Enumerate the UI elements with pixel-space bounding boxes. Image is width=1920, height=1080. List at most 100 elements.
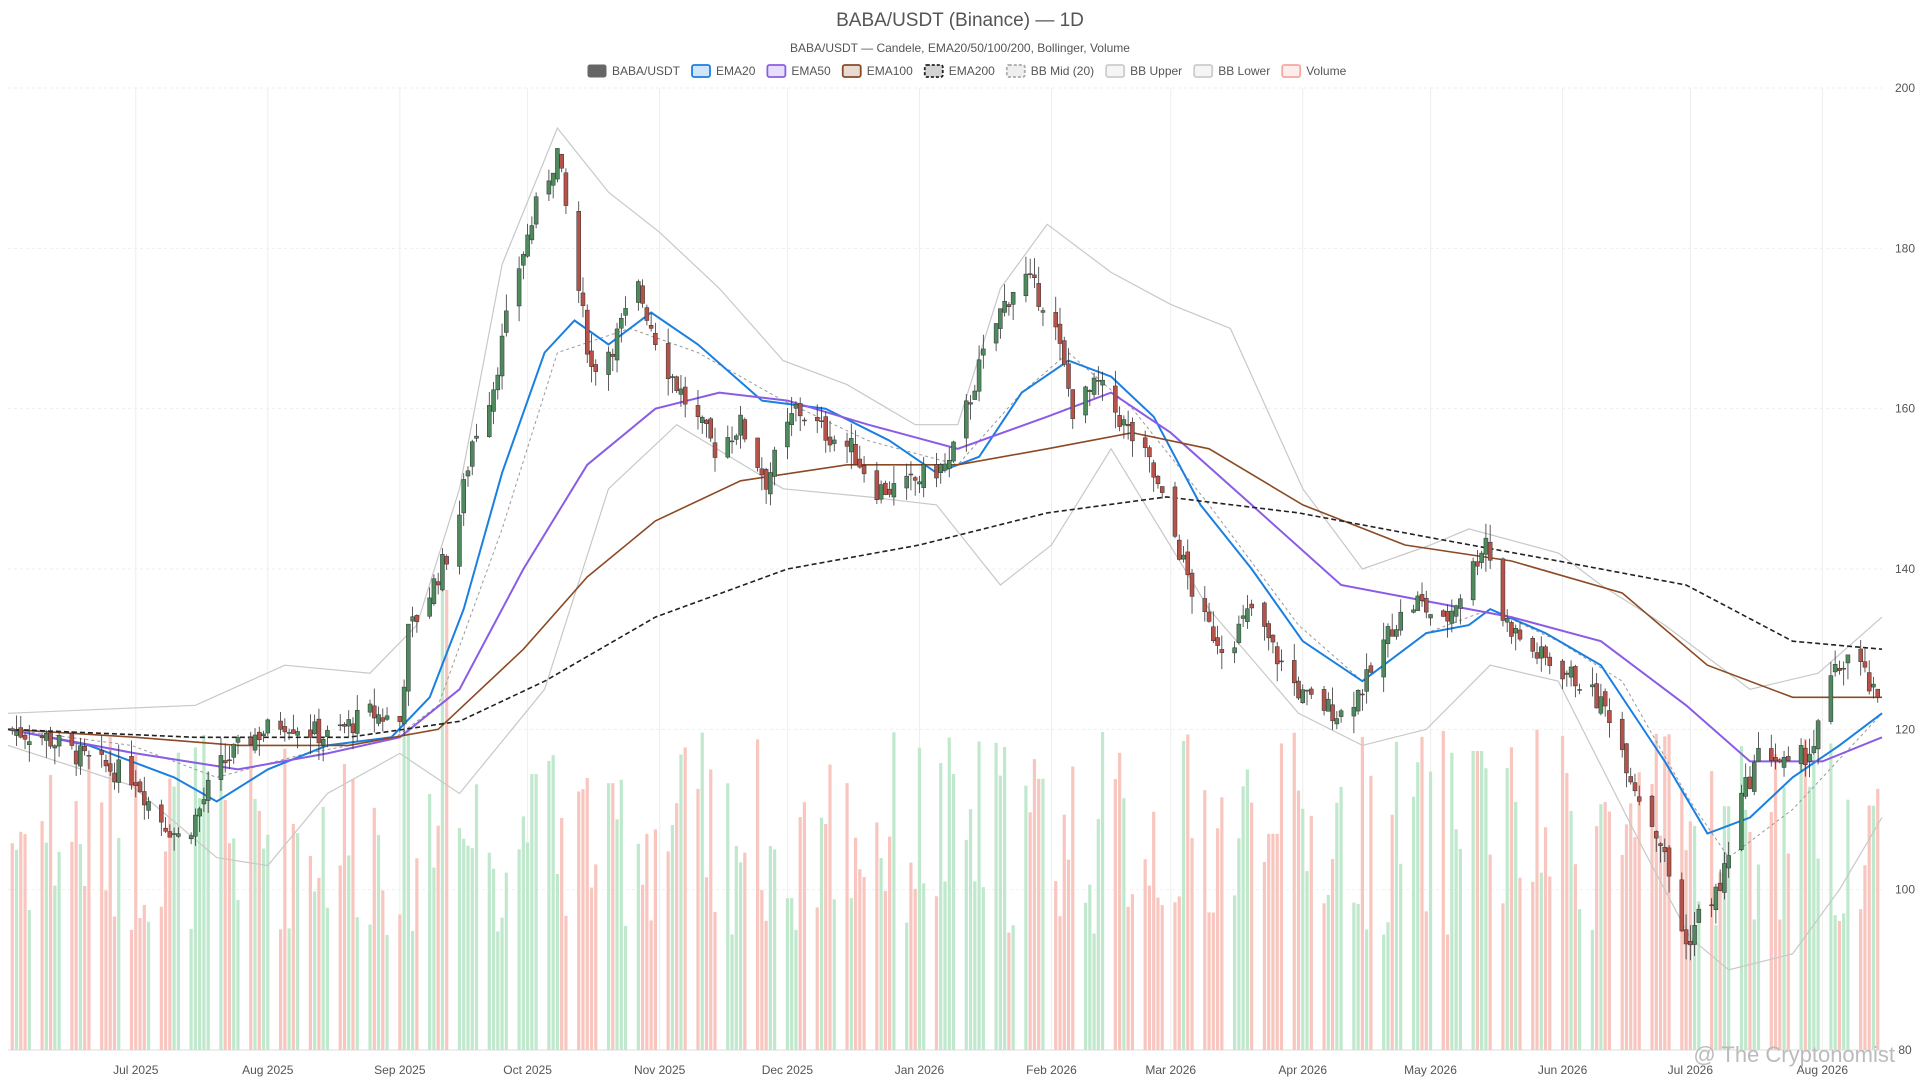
candle-body: [938, 464, 943, 474]
candle-body: [99, 750, 104, 755]
candle-body: [546, 180, 552, 195]
volume-bar: [117, 837, 121, 1050]
candle-body: [474, 435, 479, 439]
volume-bar: [1565, 773, 1569, 1050]
candle-body: [908, 473, 914, 476]
volume-bar: [440, 590, 445, 1050]
candle-body: [1083, 386, 1088, 416]
volume-bar: [1237, 838, 1241, 1050]
candle-body: [1364, 669, 1369, 692]
volume-bar: [1629, 803, 1633, 1050]
volume-bar: [351, 778, 355, 1050]
volume-bar: [1484, 768, 1488, 1050]
candle-body: [1351, 707, 1357, 717]
volume-bar: [1560, 735, 1565, 1050]
ema50-line: [7, 391, 1883, 771]
volume-bar: [1488, 854, 1492, 1050]
candle-body: [431, 578, 437, 604]
volume-bar: [1203, 790, 1207, 1050]
candle-body: [1296, 680, 1301, 699]
volume-bar: [1620, 854, 1624, 1050]
volume-bar: [496, 931, 500, 1050]
volume-bar: [994, 742, 998, 1050]
volume-bar: [1739, 746, 1744, 1050]
candle-body: [653, 332, 658, 345]
candle-body: [1513, 628, 1518, 634]
candle-body: [1722, 863, 1727, 893]
legend-swatch: [1281, 64, 1302, 78]
candle-body: [1411, 609, 1416, 613]
candle-body: [1419, 594, 1425, 601]
candle-body: [785, 421, 790, 448]
volume-bar: [1624, 824, 1629, 1050]
candle-body: [1726, 855, 1731, 869]
volume-bar: [74, 801, 78, 1050]
volume-bar: [1365, 929, 1369, 1050]
volume-bar: [521, 816, 525, 1050]
volume-bar: [236, 900, 240, 1050]
volume-bar: [1876, 788, 1880, 1050]
candle-body: [1032, 274, 1037, 278]
y-tick-label: 180: [1895, 241, 1915, 255]
x-tick-label: Nov 2025: [634, 1063, 686, 1077]
candle-body: [584, 309, 590, 355]
volume-bar: [1782, 786, 1786, 1050]
candle-body: [1360, 693, 1365, 696]
candle-body: [1394, 629, 1399, 637]
candle-body: [725, 437, 731, 458]
volume-bar: [1058, 916, 1062, 1050]
candle-body: [917, 481, 922, 485]
volume-bar: [232, 838, 236, 1050]
volume-bar: [415, 858, 419, 1050]
x-tick-label: Jan 2026: [895, 1063, 945, 1077]
candle-body: [1040, 310, 1046, 313]
volume-bar: [1458, 848, 1462, 1050]
candle-body: [682, 386, 688, 405]
volume-bar: [649, 920, 653, 1050]
volume-bar: [1241, 786, 1245, 1050]
volume-bar: [108, 737, 112, 1050]
volume-bar: [432, 867, 436, 1050]
volume-bar: [981, 887, 985, 1050]
legend: BABA/USDT EMA20 EMA50 EMA100 EMA200 BB Mid (2…: [587, 64, 1347, 78]
candle-body: [1568, 666, 1574, 678]
legend-swatch: [1193, 64, 1214, 78]
volume-bar: [1658, 835, 1663, 1050]
candle-body: [320, 739, 326, 746]
volume-bar: [1650, 783, 1654, 1050]
volume-bar: [1041, 778, 1045, 1050]
candle-body: [1441, 610, 1446, 617]
candle-body: [1309, 688, 1314, 695]
candle-body: [1291, 660, 1297, 684]
volume-bar: [313, 891, 317, 1050]
volume-bar: [78, 844, 83, 1050]
x-tick-label: Aug 2026: [1797, 1063, 1849, 1077]
candle-body: [755, 437, 760, 468]
x-axis: Jul 2025 Aug 2025 Sep 2025 Oct 2025 Nov 2025…: [113, 1063, 1848, 1077]
volume-bar: [1778, 919, 1782, 1050]
candle-body: [614, 328, 620, 361]
candle-body: [555, 148, 560, 180]
candle-body: [1470, 561, 1476, 601]
volume-bar: [768, 846, 772, 1050]
volume-bar: [1633, 837, 1637, 1050]
candle-body: [768, 472, 773, 495]
volume-bar: [875, 822, 879, 1050]
volume-bar: [794, 929, 798, 1050]
candle-body: [1547, 656, 1553, 666]
candle-body: [252, 734, 258, 751]
candle-body: [1543, 646, 1548, 658]
volume-bar: [278, 929, 283, 1050]
volume-bar: [1207, 912, 1211, 1050]
candle-body: [819, 420, 824, 422]
volume-bar: [466, 845, 470, 1050]
volume-bar: [879, 857, 883, 1050]
volume-bar: [785, 898, 790, 1050]
candle-body: [1211, 626, 1216, 642]
candle-body: [414, 615, 420, 622]
x-tick-label: Oct 2025: [503, 1063, 552, 1077]
candle-body: [1334, 718, 1340, 725]
ema-lines: [7, 311, 1883, 835]
volume-bar: [977, 741, 981, 1050]
volume-bar: [296, 833, 300, 1050]
